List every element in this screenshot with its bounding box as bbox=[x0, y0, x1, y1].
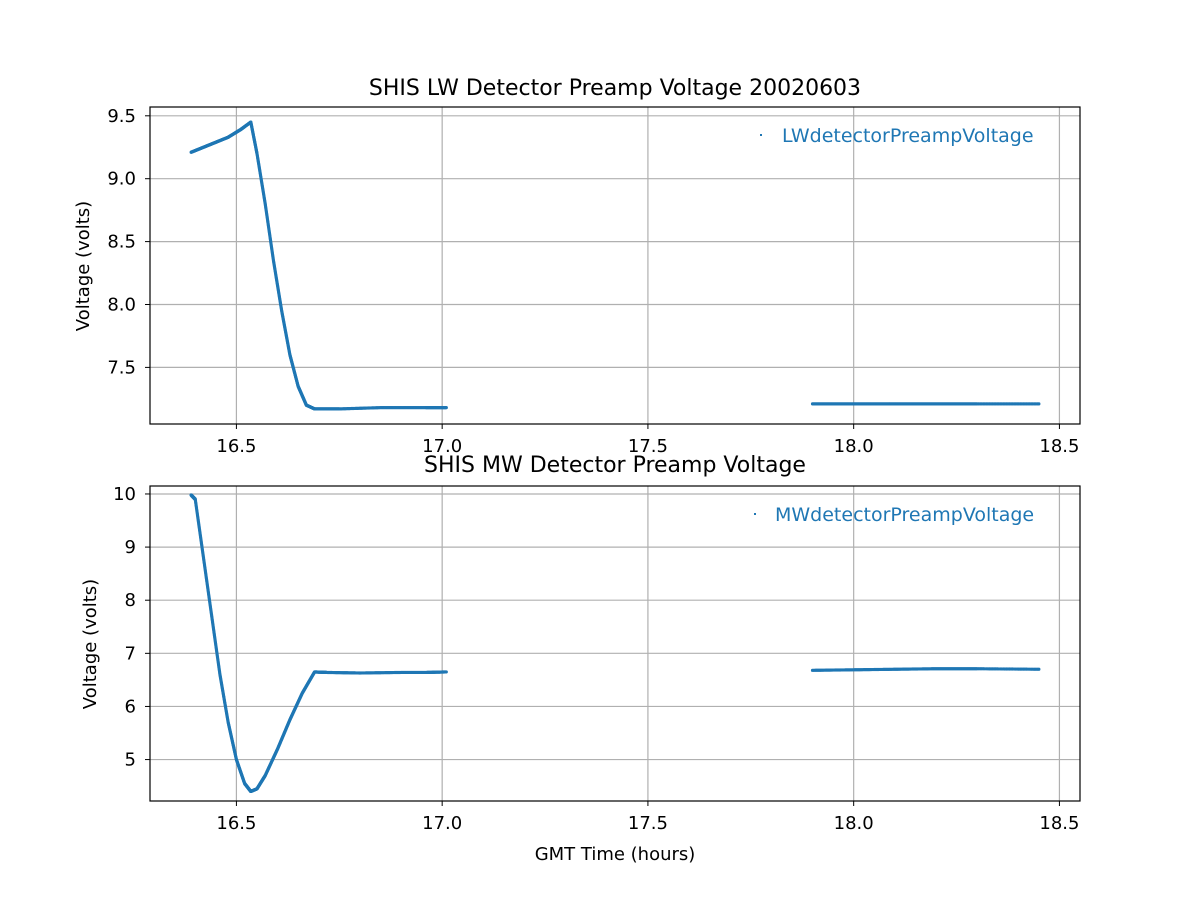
legend-marker bbox=[754, 513, 756, 515]
chart-title: SHIS MW Detector Preamp Voltage bbox=[424, 453, 806, 478]
x-tick-label: 16.5 bbox=[216, 813, 256, 834]
legend-marker bbox=[760, 134, 762, 136]
x-tick-label: 18.5 bbox=[1039, 813, 1079, 834]
y-tick-label: 10 bbox=[113, 484, 136, 505]
mw-voltage-chart: SHIS MW Detector Preamp Voltage Voltage … bbox=[80, 453, 1081, 865]
y-axis-label: Voltage (volts) bbox=[73, 201, 94, 331]
x-tick-label: 17.5 bbox=[628, 436, 668, 457]
y-tick-label: 8 bbox=[125, 590, 136, 611]
data-points bbox=[189, 493, 1041, 794]
x-tick-label: 17.5 bbox=[628, 813, 668, 834]
ticks: 16.5 17.0 17.5 18.0 18.5 7.5 8.0 8.5 9.0 9.5 bbox=[107, 106, 1079, 457]
grid bbox=[150, 486, 1080, 801]
data-point bbox=[444, 406, 448, 410]
y-tick-label: 9 bbox=[125, 537, 136, 558]
data-point bbox=[1037, 402, 1041, 406]
x-tick-label: 17.0 bbox=[422, 436, 462, 457]
legend-label: LWdetectorPreampVoltage bbox=[782, 125, 1034, 147]
x-tick-label: 16.5 bbox=[216, 436, 256, 457]
axes-frame bbox=[149, 106, 1081, 425]
legend-label: MWdetectorPreampVoltage bbox=[775, 504, 1034, 526]
x-axis-label: GMT Time (hours) bbox=[535, 844, 696, 865]
chart-title: SHIS LW Detector Preamp Voltage 20020603 bbox=[369, 76, 861, 101]
y-tick-label: 9.5 bbox=[107, 106, 136, 127]
y-tick-label: 8.0 bbox=[107, 294, 136, 315]
x-tick-label: 18.0 bbox=[834, 436, 874, 457]
y-tick-label: 7.5 bbox=[107, 357, 136, 378]
data-point bbox=[1037, 667, 1041, 671]
y-tick-label: 6 bbox=[125, 696, 136, 717]
data-points bbox=[189, 120, 1041, 411]
grid bbox=[150, 107, 1080, 424]
data-point bbox=[444, 670, 448, 674]
x-tick-label: 17.0 bbox=[422, 813, 462, 834]
y-axis-label: Voltage (volts) bbox=[80, 579, 101, 709]
y-tick-label: 7 bbox=[125, 643, 136, 664]
y-tick-label: 5 bbox=[125, 750, 136, 771]
lw-voltage-chart: SHIS LW Detector Preamp Voltage 20020603… bbox=[73, 76, 1081, 457]
y-tick-label: 8.5 bbox=[107, 232, 136, 253]
axes-frame bbox=[149, 485, 1081, 802]
legend: MWdetectorPreampVoltage bbox=[754, 504, 1034, 526]
x-tick-label: 18.0 bbox=[834, 813, 874, 834]
x-tick-label: 18.5 bbox=[1039, 436, 1079, 457]
y-tick-label: 9.0 bbox=[107, 169, 136, 190]
ticks: 16.5 17.0 17.5 18.0 18.5 5 6 7 8 9 10 bbox=[113, 484, 1079, 834]
legend: LWdetectorPreampVoltage bbox=[760, 125, 1034, 147]
